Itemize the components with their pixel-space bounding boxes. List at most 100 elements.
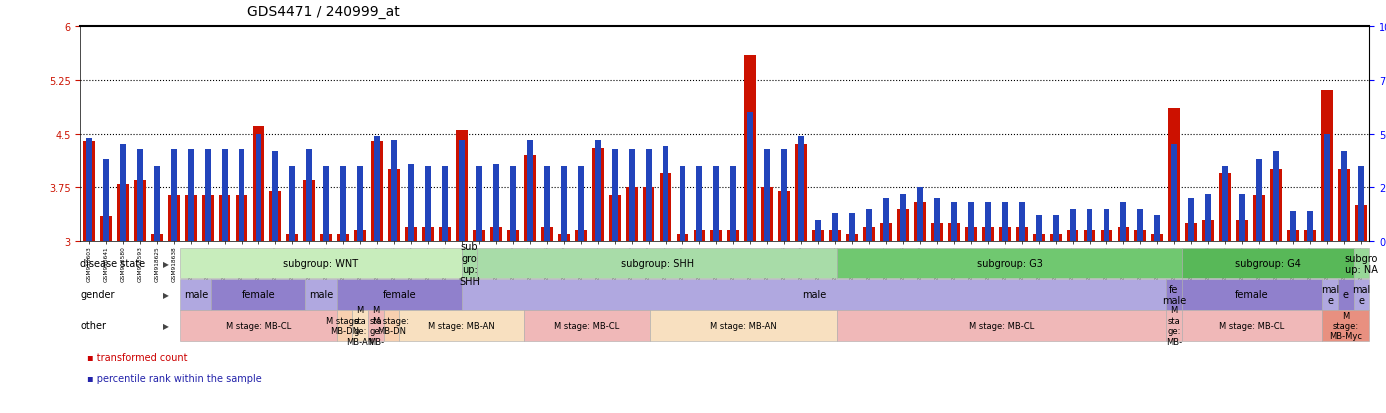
Bar — [103, 160, 108, 242]
Bar — [306, 149, 312, 242]
Text: M
sta
ge:
MB-: M sta ge: MB- — [367, 306, 384, 346]
Bar — [1155, 216, 1160, 242]
Bar — [561, 166, 567, 242]
Bar — [1120, 203, 1127, 242]
Bar — [897, 209, 909, 242]
Text: sub
gro
up:
SHH: sub gro up: SHH — [459, 241, 480, 286]
Bar — [1304, 231, 1315, 242]
Bar — [151, 235, 162, 242]
Bar — [557, 235, 570, 242]
Bar — [1103, 209, 1109, 242]
Text: M
sta
ge:
MB-AN: M sta ge: MB-AN — [346, 306, 374, 346]
Bar — [1307, 211, 1313, 242]
Bar — [812, 231, 825, 242]
Bar — [900, 195, 906, 242]
Text: mal
e: mal e — [1353, 284, 1371, 306]
Text: M stage:
MB-DN: M stage: MB-DN — [327, 316, 363, 335]
Text: ▶: ▶ — [164, 321, 169, 330]
Bar — [629, 149, 635, 242]
Bar — [1342, 152, 1347, 242]
Bar — [116, 184, 129, 242]
Bar — [510, 166, 516, 242]
Bar — [1100, 231, 1113, 242]
Bar — [965, 227, 977, 242]
Bar — [779, 192, 790, 242]
Text: M stage:
MB-DN: M stage: MB-DN — [373, 316, 409, 335]
Bar — [1256, 160, 1263, 242]
Bar — [134, 181, 146, 242]
Text: disease state: disease state — [80, 259, 146, 269]
Bar — [1358, 166, 1364, 242]
Bar — [931, 224, 942, 242]
Bar — [660, 173, 671, 242]
Text: male: male — [184, 290, 208, 300]
Bar — [578, 166, 584, 242]
Bar — [1087, 209, 1092, 242]
Text: M stage: MB-CL: M stage: MB-CL — [1220, 321, 1285, 330]
Bar — [442, 166, 448, 242]
Bar — [1290, 211, 1296, 242]
Bar — [1152, 235, 1163, 242]
Bar — [456, 131, 468, 242]
Text: M stage: MB-AN: M stage: MB-AN — [710, 321, 778, 330]
Bar — [543, 166, 550, 242]
Text: subgroup: G4: subgroup: G4 — [1235, 259, 1300, 269]
Text: fe
male: fe male — [1161, 284, 1186, 306]
Text: M stage: MB-AN: M stage: MB-AN — [428, 321, 495, 330]
Bar — [524, 156, 536, 242]
Bar — [1222, 166, 1228, 242]
Text: male: male — [309, 290, 333, 300]
Bar — [1052, 216, 1059, 242]
Bar — [391, 141, 398, 242]
Bar — [595, 141, 600, 242]
Bar — [744, 55, 757, 242]
Bar — [913, 202, 926, 242]
Bar — [187, 149, 194, 242]
Text: subgroup: SHH: subgroup: SHH — [621, 259, 694, 269]
Bar — [948, 224, 959, 242]
Bar — [1185, 224, 1198, 242]
Text: subgroup: G3: subgroup: G3 — [977, 259, 1042, 269]
Bar — [1239, 195, 1245, 242]
Text: M stage: MB-CL: M stage: MB-CL — [226, 321, 291, 330]
Bar — [625, 188, 638, 242]
Bar — [747, 113, 753, 242]
Bar — [426, 166, 431, 242]
Text: M stage: MB-CL: M stage: MB-CL — [969, 321, 1034, 330]
Bar — [1188, 199, 1195, 242]
Bar — [341, 166, 346, 242]
Bar — [527, 141, 532, 242]
Bar — [423, 227, 434, 242]
Text: ▪ percentile rank within the sample: ▪ percentile rank within the sample — [87, 373, 262, 383]
Bar — [883, 199, 888, 242]
Text: GDS4471 / 240999_at: GDS4471 / 240999_at — [247, 5, 399, 19]
Bar — [1236, 220, 1249, 242]
Bar — [201, 195, 213, 242]
Text: subgroup: WNT: subgroup: WNT — [284, 259, 359, 269]
Bar — [374, 136, 380, 242]
Bar — [405, 227, 417, 242]
Bar — [1138, 209, 1143, 242]
Bar — [236, 195, 248, 242]
Text: ▶: ▶ — [164, 290, 169, 299]
Bar — [1070, 209, 1076, 242]
Bar — [407, 164, 414, 242]
Bar — [255, 134, 262, 242]
Bar — [222, 149, 227, 242]
Bar — [575, 231, 586, 242]
Text: M stage: MB-CL: M stage: MB-CL — [554, 321, 620, 330]
Bar — [439, 227, 450, 242]
Bar — [1202, 220, 1214, 242]
Bar — [205, 149, 211, 242]
Bar — [1270, 170, 1282, 242]
Bar — [1274, 152, 1279, 242]
Bar — [999, 227, 1010, 242]
Bar — [473, 231, 485, 242]
Bar — [287, 235, 298, 242]
Bar — [355, 231, 366, 242]
Bar — [967, 203, 974, 242]
Bar — [611, 149, 618, 242]
Text: ▶: ▶ — [164, 259, 169, 268]
Text: ▪ transformed count: ▪ transformed count — [87, 352, 188, 362]
Text: M
stage:
MB-Myc: M stage: MB-Myc — [1329, 311, 1362, 340]
